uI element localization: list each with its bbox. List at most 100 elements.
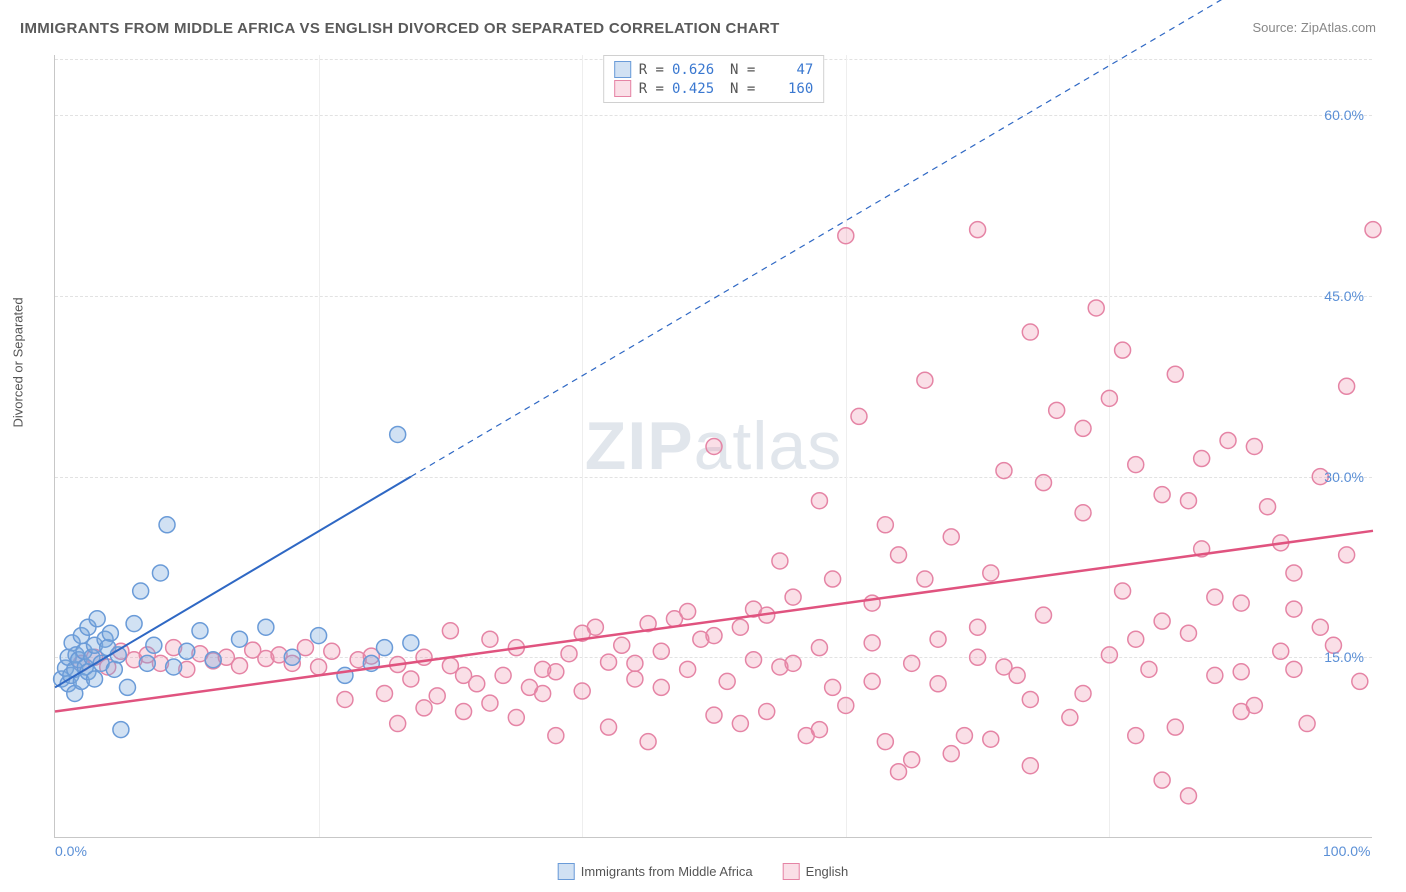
data-point <box>1128 631 1144 647</box>
data-point <box>930 676 946 692</box>
data-point <box>1312 619 1328 635</box>
data-point <box>1036 607 1052 623</box>
data-point <box>561 646 577 662</box>
data-point <box>877 517 893 533</box>
data-point <box>324 643 340 659</box>
data-point <box>1062 710 1078 726</box>
data-point <box>719 673 735 689</box>
data-point <box>811 722 827 738</box>
data-point <box>119 679 135 695</box>
data-point <box>1128 457 1144 473</box>
data-point <box>1075 685 1091 701</box>
data-point <box>904 752 920 768</box>
data-point <box>390 426 406 442</box>
data-point <box>956 728 972 744</box>
data-point <box>508 710 524 726</box>
data-point <box>133 583 149 599</box>
data-point <box>152 565 168 581</box>
data-point <box>917 372 933 388</box>
data-point <box>640 734 656 750</box>
legend-stats-box: R = 0.626 N = 47 R = 0.425 N = 160 <box>603 55 825 103</box>
data-point <box>785 655 801 671</box>
chart-title: IMMIGRANTS FROM MIDDLE AFRICA VS ENGLISH… <box>20 20 780 37</box>
data-point <box>1233 595 1249 611</box>
data-point <box>1128 728 1144 744</box>
data-point <box>442 623 458 639</box>
swatch-series1-bottom <box>558 863 575 880</box>
data-point <box>1233 664 1249 680</box>
data-point <box>1339 378 1355 394</box>
scatter-svg <box>55 55 1372 837</box>
data-point <box>126 616 142 632</box>
data-point <box>864 635 880 651</box>
legend-row-series2: R = 0.425 N = 160 <box>614 79 814 98</box>
data-point <box>416 700 432 716</box>
data-point <box>1154 487 1170 503</box>
data-point <box>113 722 129 738</box>
data-point <box>311 659 327 675</box>
data-point <box>258 619 274 635</box>
data-point <box>864 673 880 689</box>
data-point <box>680 661 696 677</box>
data-point <box>1233 704 1249 720</box>
data-point <box>1220 432 1236 448</box>
legend-label-series1: Immigrants from Middle Africa <box>581 864 753 879</box>
data-point <box>1339 547 1355 563</box>
r-value-series2: 0.425 <box>672 81 722 97</box>
data-point <box>574 683 590 699</box>
data-point <box>627 655 643 671</box>
n-value-series2: 160 <box>763 81 813 97</box>
data-point <box>785 589 801 605</box>
data-point <box>601 654 617 670</box>
data-point <box>759 704 775 720</box>
y-tick-label: 15.0% <box>1324 649 1364 665</box>
data-point <box>1167 719 1183 735</box>
data-point <box>1299 716 1315 732</box>
data-point <box>1115 583 1131 599</box>
data-point <box>390 716 406 732</box>
data-point <box>482 695 498 711</box>
data-point <box>627 671 643 687</box>
data-point <box>1141 661 1157 677</box>
data-point <box>1036 475 1052 491</box>
data-point <box>192 623 208 639</box>
data-point <box>1207 667 1223 683</box>
data-point <box>970 649 986 665</box>
data-point <box>1115 342 1131 358</box>
data-point <box>917 571 933 587</box>
data-point <box>943 529 959 545</box>
x-tick-label: 0.0% <box>55 843 87 859</box>
data-point <box>535 685 551 701</box>
data-point <box>1101 647 1117 663</box>
data-point <box>1075 505 1091 521</box>
data-point <box>706 439 722 455</box>
data-point <box>614 637 630 653</box>
data-point <box>1365 222 1381 238</box>
data-point <box>1207 589 1223 605</box>
r-value-series1: 0.626 <box>672 62 722 78</box>
data-point <box>732 716 748 732</box>
data-point <box>1180 493 1196 509</box>
data-point <box>1286 661 1302 677</box>
data-point <box>838 228 854 244</box>
data-point <box>89 611 105 627</box>
data-point <box>1088 300 1104 316</box>
data-point <box>1260 499 1276 515</box>
data-point <box>495 667 511 683</box>
data-point <box>548 728 564 744</box>
data-point <box>377 640 393 656</box>
data-point <box>1101 390 1117 406</box>
data-point <box>284 649 300 665</box>
data-point <box>811 640 827 656</box>
data-point <box>706 628 722 644</box>
legend-item-series2: English <box>783 863 849 880</box>
data-point <box>746 652 762 668</box>
data-point <box>311 628 327 644</box>
data-point <box>102 625 118 641</box>
swatch-series2 <box>614 80 631 97</box>
data-point <box>232 658 248 674</box>
data-point <box>377 685 393 701</box>
source-attribution: Source: ZipAtlas.com <box>1252 20 1376 35</box>
swatch-series1 <box>614 61 631 78</box>
n-value-series1: 47 <box>763 62 813 78</box>
